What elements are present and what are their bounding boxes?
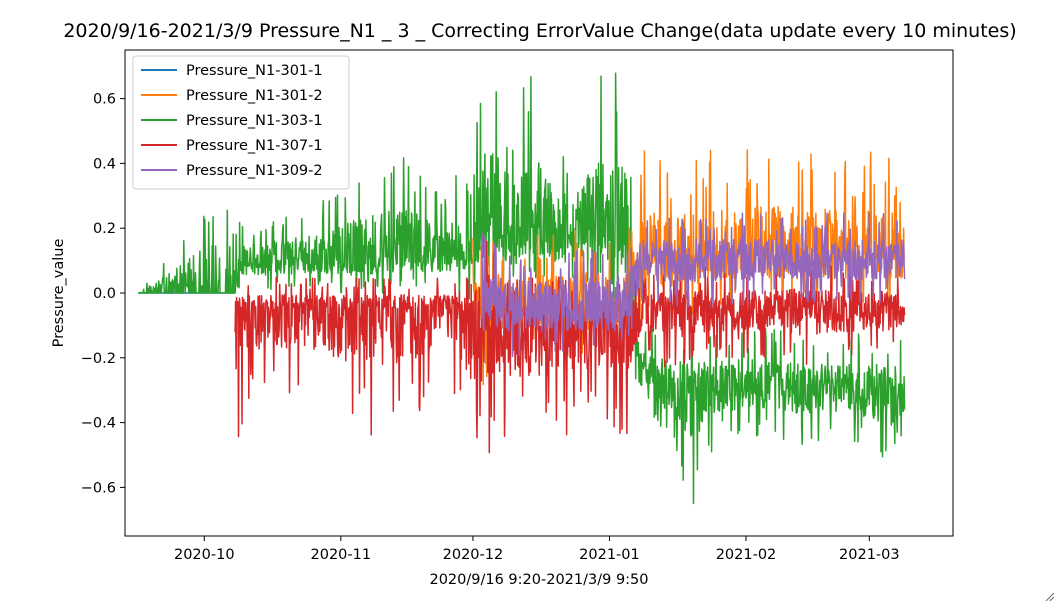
ticks-layer: 2020-10 2020-11 2020-12 2021-01 2021-02 2021-…	[81, 92, 900, 563]
y-tick-label: −0.2	[81, 351, 116, 367]
x-tick-label: 2021-01	[579, 547, 640, 563]
chart-title: 2020/9/16-2021/3/9 Pressure_N1 _ 3 _ Cor…	[63, 20, 1016, 42]
y-tick-label: −0.6	[81, 480, 116, 496]
series-layer	[137, 72, 906, 505]
x-tick-label: 2020-12	[443, 547, 504, 563]
legend-box	[132, 55, 350, 190]
legend-label: Pressure_N1-303-1	[186, 113, 323, 129]
y-tick-label: 0.4	[93, 156, 116, 172]
legend: Pressure_N1-301-1 Pressure_N1-301-2 Pressu…	[132, 55, 350, 190]
legend-label: Pressure_N1-301-2	[186, 88, 323, 104]
resize-grip-icon[interactable]	[1044, 591, 1054, 601]
x-tick-label: 2020-11	[311, 547, 372, 563]
y-tick-label: 0.6	[93, 92, 116, 108]
series-Pressure_N1-303-1	[137, 72, 906, 505]
series-Pressure_N1-307-1	[234, 240, 906, 454]
y-tick-label: 0.0	[93, 286, 116, 302]
x-tick-label: 2020-10	[174, 547, 235, 563]
series-line	[137, 72, 906, 505]
legend-label: Pressure_N1-301-1	[186, 63, 323, 79]
legend-label: Pressure_N1-307-1	[186, 138, 323, 154]
y-tick-label: −0.4	[81, 416, 116, 432]
y-tick-label: 0.2	[93, 221, 116, 237]
series-Pressure_N1-309-2	[480, 211, 906, 358]
x-tick-label: 2021-02	[716, 547, 777, 563]
series-line	[480, 211, 906, 358]
x-tick-label: 2021-03	[839, 547, 900, 563]
x-axis-label: 2020/9/16 9:20-2021/3/9 9:50	[429, 572, 648, 588]
legend-label: Pressure_N1-309-2	[186, 163, 323, 179]
series-line	[234, 240, 906, 454]
y-axis-label: Pressure_value	[51, 239, 67, 348]
